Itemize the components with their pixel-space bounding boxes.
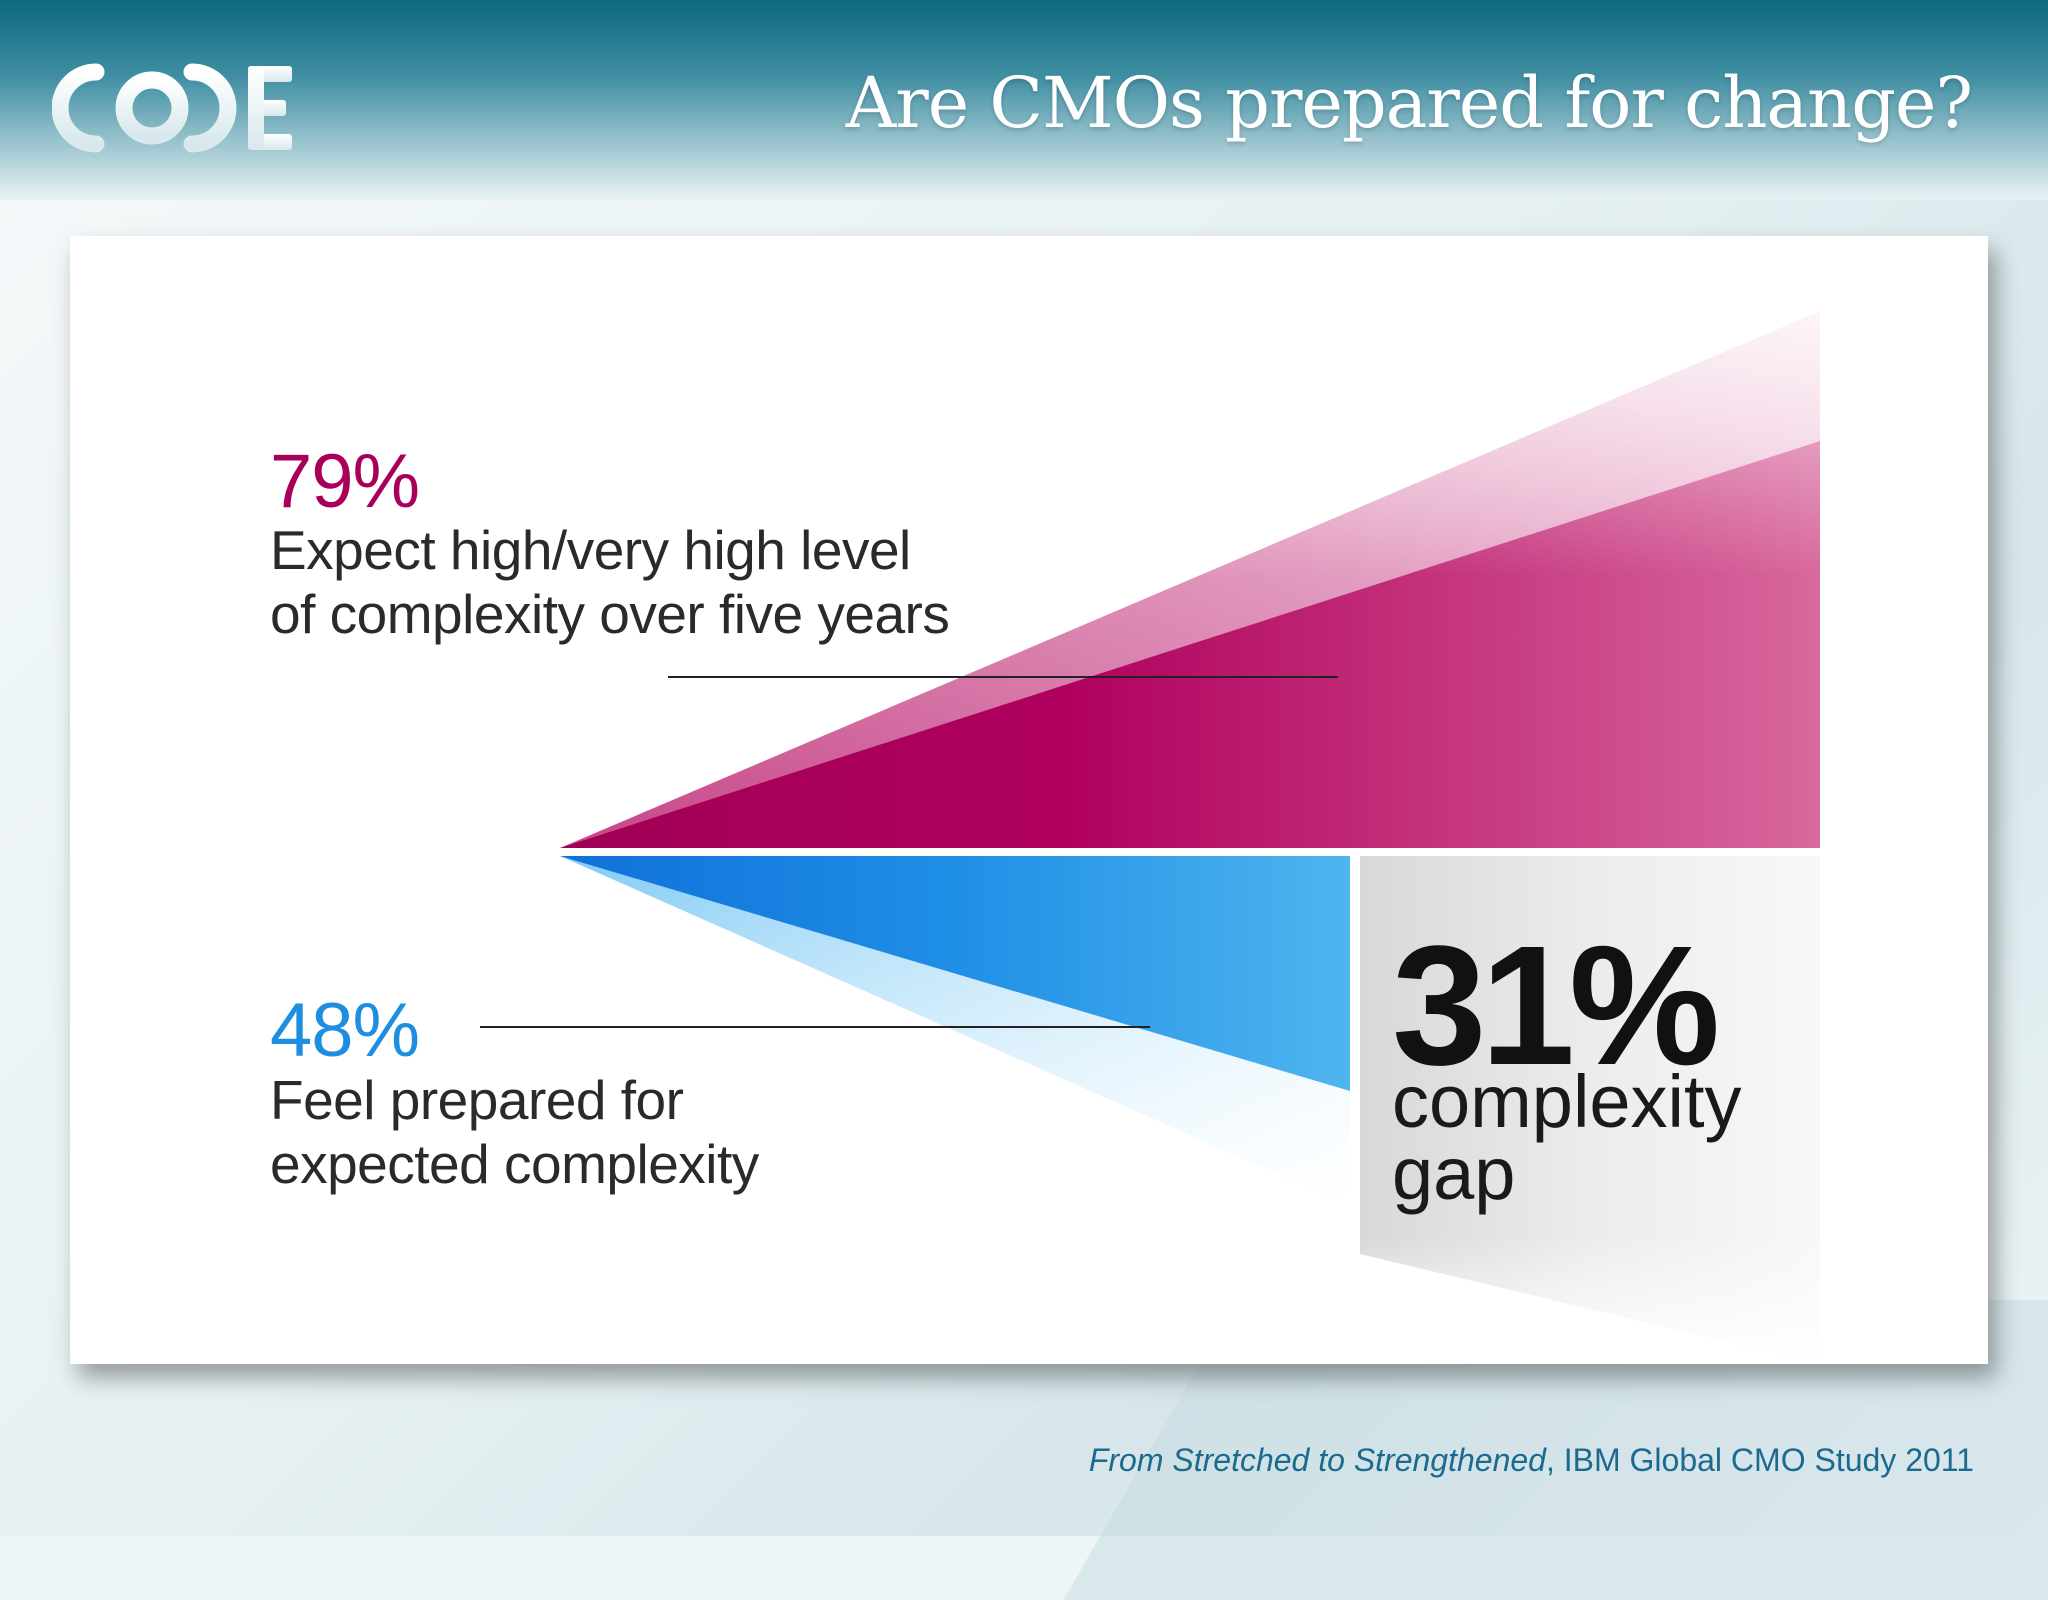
upper-wedge-fade [1070, 276, 1830, 576]
lower-description: Feel prepared for expected complexity [270, 1069, 759, 1195]
header-band [0, 0, 2048, 200]
lower-percent: 48% [270, 988, 420, 1073]
complexity-gap-diagram [480, 276, 1830, 1364]
upper-percent: 79% [270, 439, 420, 524]
citation-title: From Stretched to Strengthened [1088, 1442, 1546, 1478]
content-card: 79% Expect high/very high level of compl… [70, 236, 1988, 1364]
gap-percent: 31% [1392, 911, 1720, 1101]
gap-label: complexity gap [1392, 1060, 1742, 1215]
slide-title: Are CMOs prepared for change? [845, 62, 1973, 144]
source-citation: From Stretched to Strengthened, IBM Glob… [1089, 1442, 1974, 1479]
code-logo [52, 63, 292, 153]
lower-wedge-main [560, 856, 1350, 1091]
gap-box-fade [1360, 856, 1820, 1364]
citation-source: , IBM Global CMO Study 2011 [1545, 1442, 1974, 1478]
upper-description: Expect high/very high level of complexit… [270, 519, 950, 645]
